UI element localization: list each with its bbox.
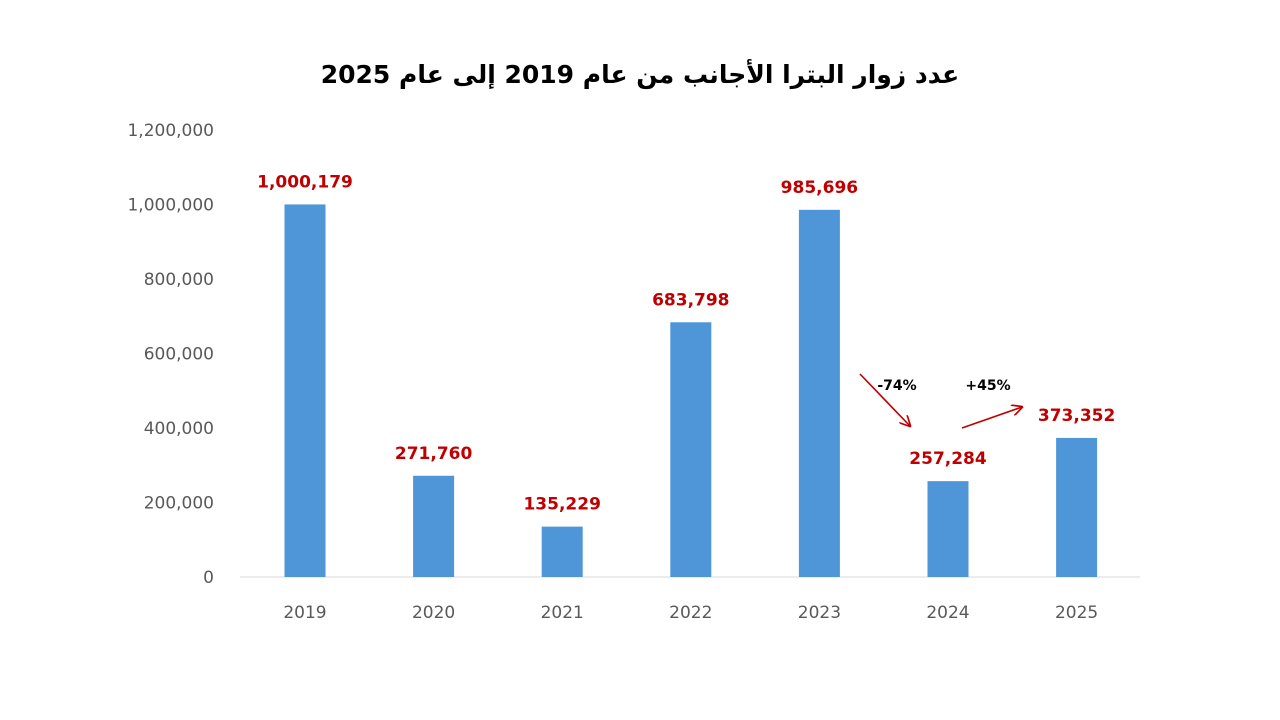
- data-label-2021: 135,229: [523, 495, 600, 515]
- annotation-increase: +45%: [965, 378, 1010, 394]
- y-tick-label: 600,000: [144, 345, 214, 365]
- data-label-2022: 683,798: [652, 290, 729, 310]
- bar-2019: [284, 204, 326, 577]
- bar-2025: [1056, 437, 1098, 577]
- bar-2022: [670, 322, 712, 577]
- y-tick-label: 200,000: [144, 494, 214, 514]
- increase-arrow: [961, 407, 1022, 429]
- data-label-2019: 1,000,179: [257, 172, 353, 192]
- y-tick-label: 0: [203, 568, 214, 588]
- bar-2023: [798, 209, 840, 577]
- data-label-2020: 271,760: [395, 444, 473, 464]
- decrease-arrow: [859, 373, 910, 426]
- x-tick-label: 2019: [283, 603, 326, 623]
- x-tick-label: 2022: [669, 603, 712, 623]
- bar-2020: [413, 475, 455, 577]
- annotation-decrease: -74%: [877, 378, 916, 394]
- x-tick-label: 2024: [926, 603, 969, 623]
- x-tick-label: 2023: [798, 603, 841, 623]
- y-tick-label: 1,200,000: [127, 121, 214, 141]
- data-label-2023: 985,696: [781, 178, 858, 198]
- y-tick-label: 400,000: [144, 419, 214, 439]
- x-tick-label: 2025: [1055, 603, 1098, 623]
- y-tick-label: 800,000: [144, 270, 214, 290]
- bar-2021: [541, 526, 583, 577]
- x-tick-label: 2020: [412, 603, 455, 623]
- bar-2024: [927, 481, 969, 577]
- chart-title: عدد زوار البترا الأجانب من عام 2019 إلى …: [320, 60, 960, 89]
- y-tick-label: 1,000,000: [127, 196, 214, 216]
- x-tick-label: 2021: [541, 603, 584, 623]
- data-label-2025: 373,352: [1038, 406, 1115, 426]
- data-label-2024: 257,284: [909, 449, 987, 469]
